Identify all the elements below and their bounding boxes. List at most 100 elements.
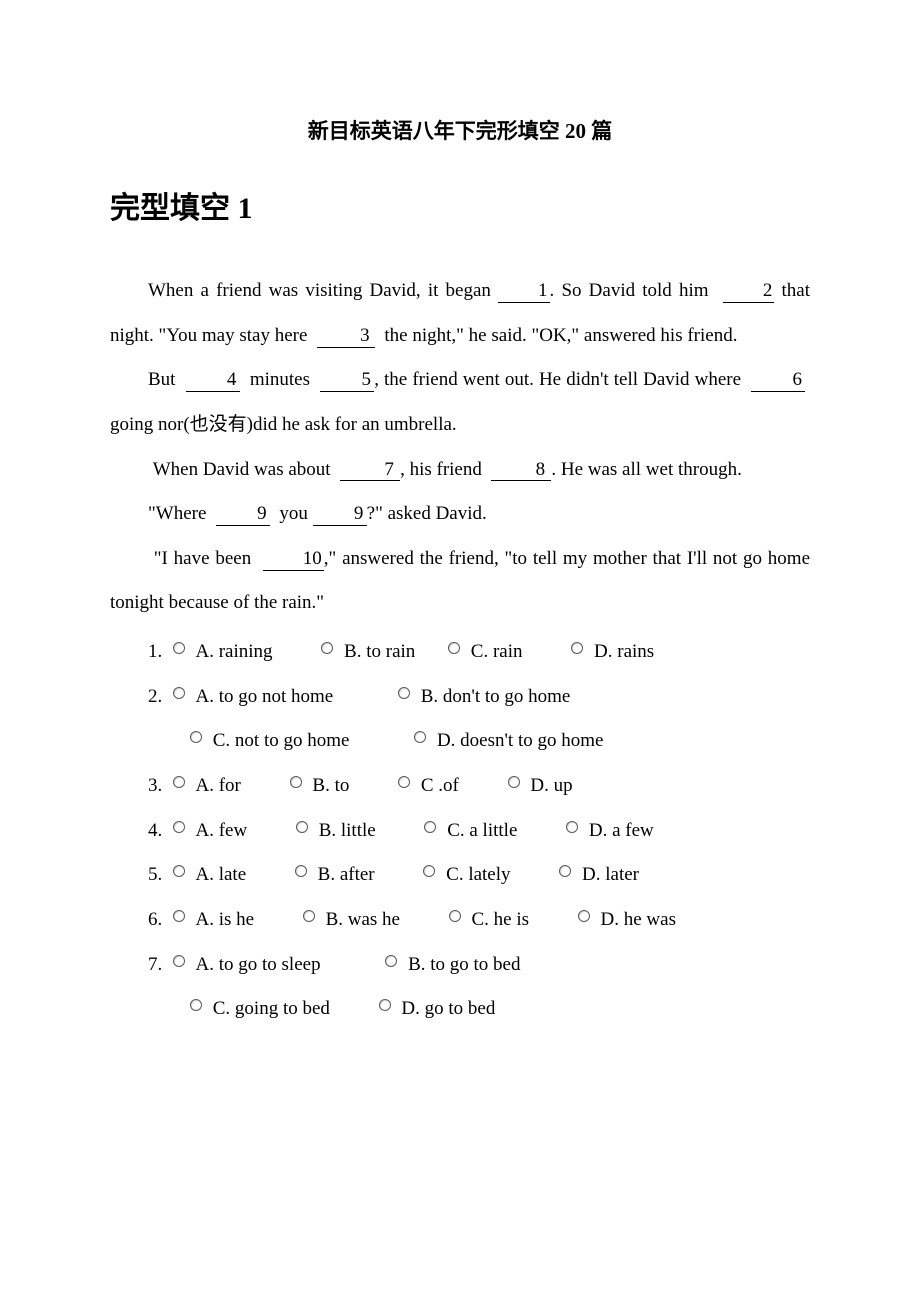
option-a[interactable]: A. late	[173, 853, 246, 898]
option-a[interactable]: A. to go to sleep	[173, 943, 321, 988]
text: When a friend was visiting David, it beg…	[148, 280, 498, 301]
text: When David was about	[153, 459, 336, 480]
page: 新目标英语八年下完形填空 20 篇 完型填空 1 When a friend w…	[0, 0, 920, 1302]
option-c[interactable]: C. he is	[449, 898, 529, 943]
radio-icon	[578, 910, 590, 922]
option-label: C .of	[421, 775, 459, 796]
question-row: 1. A. raining B. to rain C. rain D. rain…	[148, 630, 810, 675]
option-d[interactable]: D. he was	[578, 898, 676, 943]
question-number: 6.	[148, 898, 168, 943]
question-row: 7. A. to go to sleep B. to go to bed	[148, 943, 810, 988]
radio-icon	[571, 642, 583, 654]
option-label: B. to	[312, 775, 349, 796]
option-label: B. to go to bed	[408, 954, 520, 975]
blank-9a: 9	[216, 504, 270, 526]
question-number: 1.	[148, 630, 168, 675]
text: you	[275, 503, 313, 524]
radio-icon	[303, 910, 315, 922]
text: "Where	[148, 503, 211, 524]
option-label: B. don't to go home	[421, 686, 571, 707]
option-label: B. after	[318, 864, 375, 885]
question-row: 4. A. few B. little C. a little D. a few	[148, 809, 810, 854]
option-d[interactable]: D. rains	[571, 630, 654, 675]
option-label: D. a few	[589, 820, 654, 841]
radio-icon	[295, 865, 307, 877]
radio-icon	[398, 687, 410, 699]
option-label: A. few	[196, 820, 248, 841]
radio-icon	[173, 776, 185, 788]
option-label: C. lately	[446, 864, 510, 885]
option-label: C. not to go home	[213, 730, 350, 751]
option-a[interactable]: A. to go not home	[173, 675, 334, 720]
radio-icon	[559, 865, 571, 877]
option-b[interactable]: B. to	[290, 764, 350, 809]
radio-icon	[379, 999, 391, 1011]
option-c[interactable]: C .of	[398, 764, 459, 809]
option-d[interactable]: D. up	[508, 764, 573, 809]
radio-icon	[566, 821, 578, 833]
option-a[interactable]: A. for	[173, 764, 241, 809]
text: . So David told him	[550, 280, 716, 301]
option-label: A. to go to sleep	[196, 954, 321, 975]
blank-8: 8	[491, 460, 551, 482]
option-label: A. late	[196, 864, 247, 885]
option-d[interactable]: D. go to bed	[379, 987, 496, 1032]
questions: 1. A. raining B. to rain C. rain D. rain…	[110, 630, 810, 1032]
text: going nor(也没有)did he ask for an umbrella…	[110, 414, 457, 435]
blank-4: 4	[186, 370, 240, 392]
option-label: A. to go not home	[196, 686, 334, 707]
option-label: C. rain	[471, 641, 523, 662]
question-row-cont: C. going to bed D. go to bed	[148, 987, 810, 1032]
option-b[interactable]: B. after	[295, 853, 375, 898]
radio-icon	[414, 731, 426, 743]
question-row: 2. A. to go not home B. don't to go home	[148, 675, 810, 720]
option-label: A. raining	[196, 641, 273, 662]
radio-icon	[385, 955, 397, 967]
question-row: 6. A. is he B. was he C. he is D. he was	[148, 898, 810, 943]
radio-icon	[321, 642, 333, 654]
option-d[interactable]: D. later	[559, 853, 639, 898]
option-a[interactable]: A. raining	[173, 630, 273, 675]
option-c[interactable]: C. not to go home	[190, 719, 349, 764]
option-label: D. up	[530, 775, 572, 796]
radio-icon	[173, 687, 185, 699]
option-c[interactable]: C. rain	[448, 630, 522, 675]
passage-para-5: "I have been 10," answered the friend, "…	[110, 537, 810, 626]
radio-icon	[398, 776, 410, 788]
radio-icon	[173, 865, 185, 877]
option-d[interactable]: D. a few	[566, 809, 654, 854]
option-c[interactable]: C. a little	[424, 809, 517, 854]
option-label: D. doesn't to go home	[437, 730, 604, 751]
option-b[interactable]: B. was he	[303, 898, 400, 943]
option-label: A. for	[196, 775, 241, 796]
option-label: B. to rain	[344, 641, 415, 662]
radio-icon	[448, 642, 460, 654]
text: , his friend	[400, 459, 487, 480]
blank-6: 6	[751, 370, 805, 392]
question-number: 4.	[148, 809, 168, 854]
blank-10: 10	[263, 549, 324, 571]
option-a[interactable]: A. few	[173, 809, 247, 854]
question-number: 3.	[148, 764, 168, 809]
option-d[interactable]: D. doesn't to go home	[414, 719, 603, 764]
question-number: 5.	[148, 853, 168, 898]
option-label: D. go to bed	[401, 998, 495, 1019]
option-b[interactable]: B. don't to go home	[398, 675, 570, 720]
option-b[interactable]: B. to go to bed	[385, 943, 520, 988]
option-c[interactable]: C. going to bed	[190, 987, 330, 1032]
text: minutes	[245, 369, 315, 390]
option-a[interactable]: A. is he	[173, 898, 254, 943]
option-b[interactable]: B. little	[296, 809, 376, 854]
radio-icon	[173, 955, 185, 967]
option-label: D. later	[582, 864, 639, 885]
passage-para-2: But 4 minutes 5, the friend went out. He…	[110, 358, 810, 447]
question-number: 2.	[148, 675, 168, 720]
option-label: A. is he	[196, 909, 255, 930]
option-b[interactable]: B. to rain	[321, 630, 415, 675]
option-c[interactable]: C. lately	[423, 853, 510, 898]
option-label: B. little	[319, 820, 376, 841]
section-title: 完型填空 1	[110, 183, 810, 227]
text: . He was all wet through.	[551, 459, 741, 480]
passage-para-4: "Where 9 you 9?" asked David.	[110, 492, 810, 537]
radio-icon	[296, 821, 308, 833]
